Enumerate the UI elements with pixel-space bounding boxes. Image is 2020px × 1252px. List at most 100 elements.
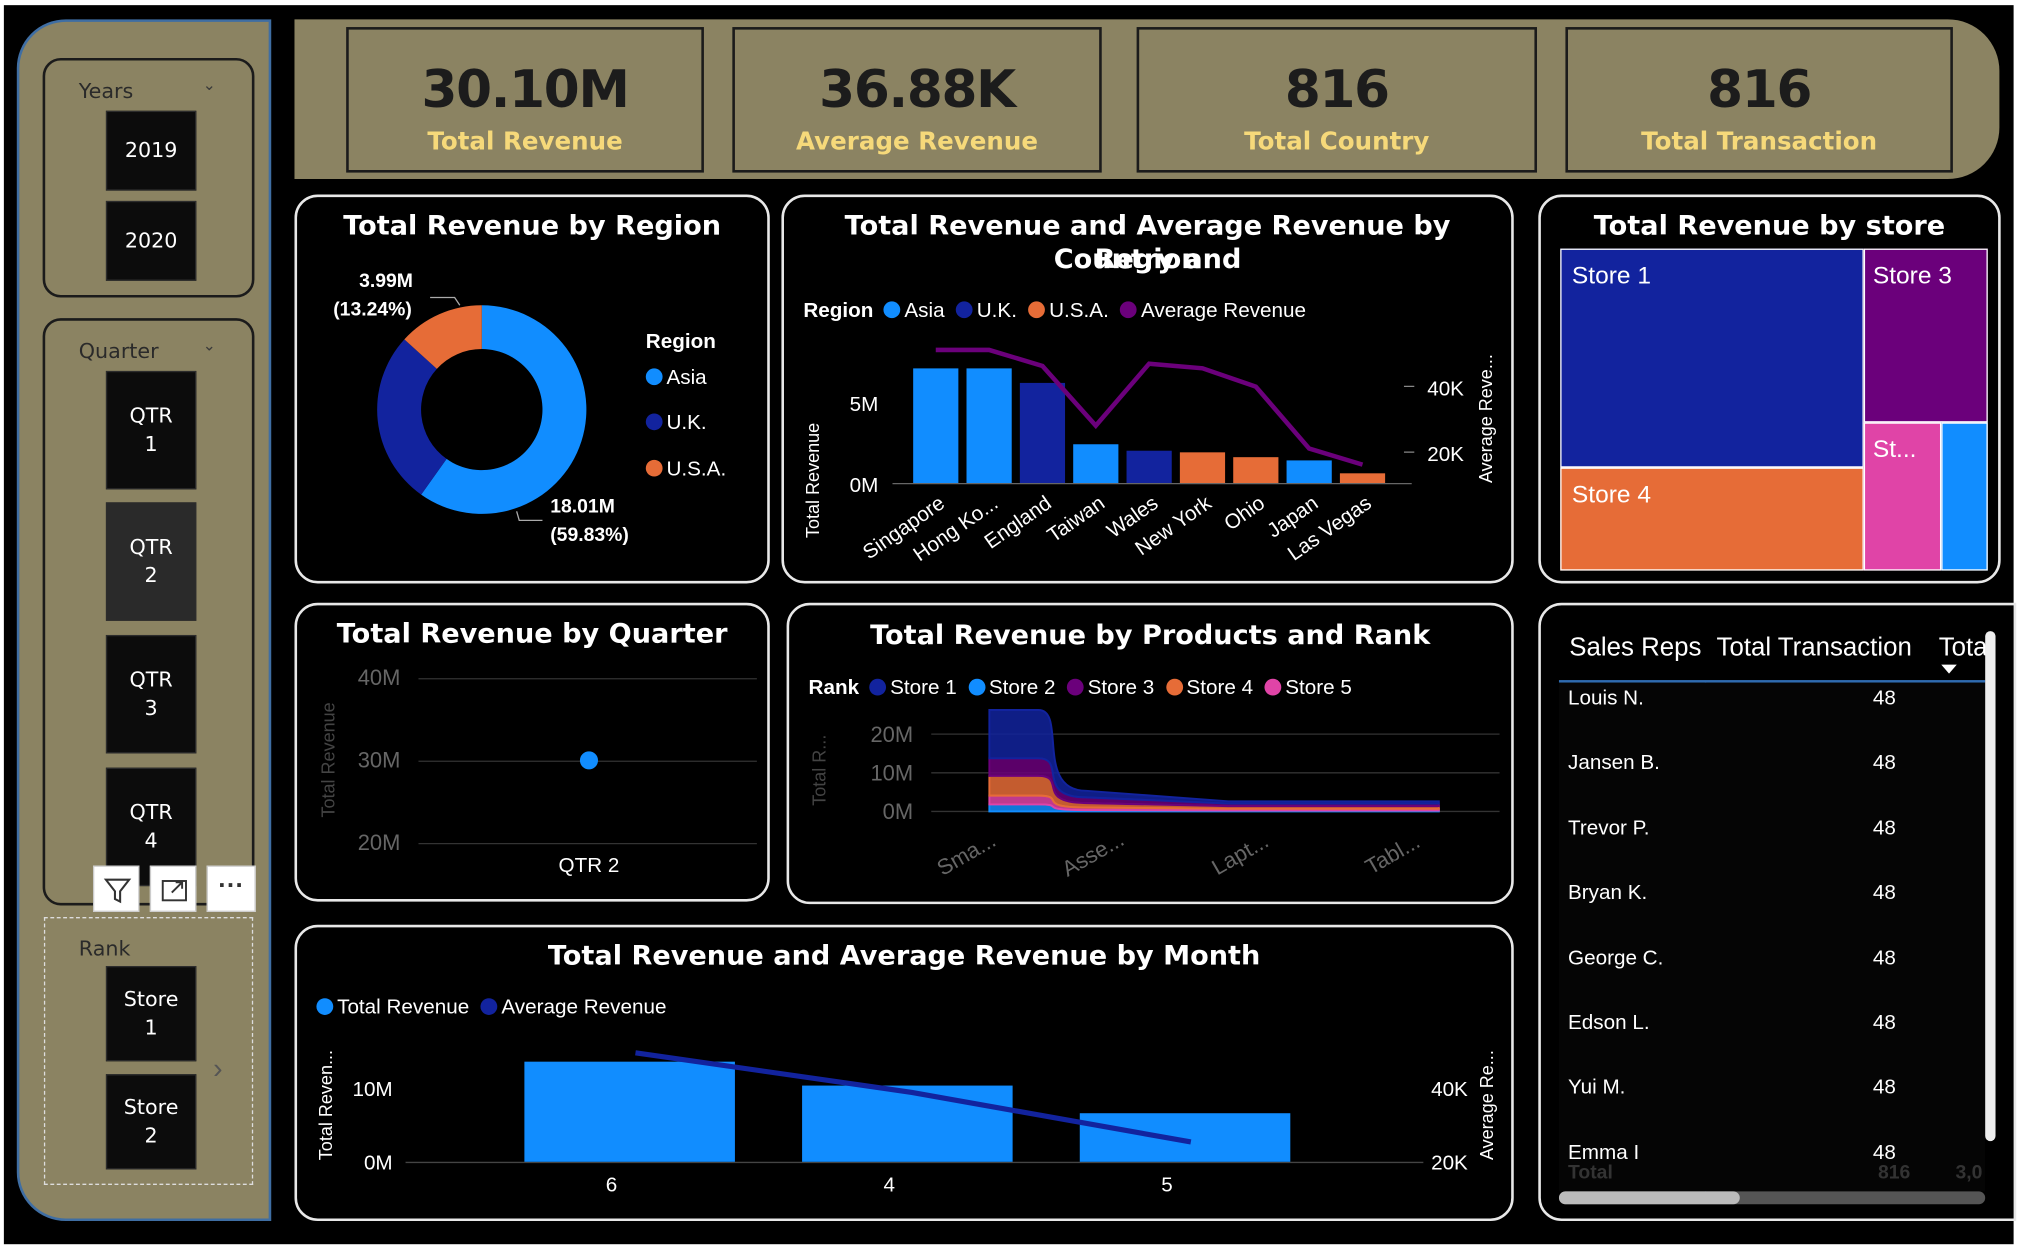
transaction-count: 48 [1872,1012,1896,1035]
y-tick-right: 20K [1431,1152,1468,1175]
total-value2: 3,0 [1955,1161,1983,1184]
table-row[interactable]: Edson L. 48 [1568,1012,1968,1040]
y-tick-left: 10M [352,1078,392,1101]
chart-title-line1: Total Revenue and Average Revenue by Cou… [844,209,1451,275]
column-header-total-transaction[interactable]: Total Transaction [1716,633,1912,663]
slicer-tile-store1[interactable]: Store 1 [105,966,197,1062]
y-axis-label-right: Average Reve... [1476,354,1496,483]
x-tick-label: Lapt... [1207,828,1272,880]
treemap-label: Store 4 [1571,481,1652,509]
country-combo-card[interactable]: Total Revenue and Average Revenue by Cou… [781,194,1514,584]
donut-chart [377,296,587,521]
donut-slice-usa [404,305,482,369]
country-combo-chart: Total Revenue Average Reve... 5M 0M 40K … [803,347,1496,566]
treemap-label: Store 3 [1872,262,1952,290]
filter-icon[interactable] [92,865,140,912]
bar-japan [1286,460,1332,483]
slicer-tile-qtr3[interactable]: QTR 3 [105,634,197,754]
y-axis-label-left: Total Reven... [316,1050,336,1160]
kpi-label: Total Revenue [427,127,623,156]
bar-lasvegas [1339,473,1386,483]
average-revenue-line [635,1050,1192,1145]
slicer-tile-store2[interactable]: Store 2 [105,1074,197,1170]
chart-title-line2: Region [1094,243,1201,275]
rank-slicer[interactable]: Rank › [43,917,254,1185]
y-axis-label-left: Total Revenue [803,423,823,538]
chart-title: Total Revenue and Average Revenue by Mon… [547,940,1261,972]
slicer-tile-2020[interactable]: 2020 [105,200,197,281]
table-row[interactable]: Yui M. 48 [1568,1077,1968,1105]
transaction-count: 48 [1872,882,1896,905]
store-treemap-card[interactable]: Total Revenue by store Store 1 Store 3 S… [1538,194,2001,584]
slicer-tile-qtr2[interactable]: QTR 2 [105,502,197,621]
rep-name: George C. [1568,947,1664,970]
donut-slice-asia [421,305,587,514]
kpi-band [294,19,2000,180]
focus-mode-icon[interactable] [149,865,197,912]
column-header-total[interactable]: Tota [1938,633,1988,663]
vertical-scrollbar[interactable] [1985,631,1996,1142]
kpi-label: Average Revenue [796,127,1039,156]
bar-newyork [1179,452,1226,483]
y-tick: 20M [870,722,913,747]
table-row[interactable]: Jansen B. 48 [1568,753,1968,781]
treemap-tile-store1[interactable]: Store 1 [1560,248,1864,468]
area-store-1 [988,709,1440,805]
chevron-down-icon[interactable]: ⌄ [202,336,216,355]
month-combo-card[interactable]: Total Revenue and Average Revenue by Mon… [294,924,1514,1222]
treemap-tile-store4[interactable]: Store 4 [1560,467,1864,571]
table-row[interactable]: Louis N. 48 [1568,688,1968,716]
slicer-tile-2019[interactable]: 2019 [105,110,197,191]
data-label-asia: 18.01M [550,495,615,518]
region-donut-card[interactable]: Total Revenue by Region Region Asia U.K.… [294,194,770,584]
treemap-tile-store2[interactable] [1941,422,1988,571]
slicer-tile-qtr1[interactable]: QTR 1 [105,370,197,490]
x-tick-label: Taiwan [1043,491,1109,547]
treemap-tile-store3[interactable]: Store 3 [1863,248,1988,423]
years-slicer-title: Years [78,78,134,104]
column-header-sales-reps[interactable]: Sales Reps [1569,633,1702,663]
x-tick-label: 6 [606,1173,618,1196]
bar-month-6 [524,1061,735,1162]
y-tick-right: 40K [1431,1078,1468,1101]
x-tick-label: Asse... [1058,826,1129,881]
x-tick: QTR 2 [559,854,620,877]
kpi-label: Total Country [1244,127,1430,156]
kpi-total-revenue: 30.10M Total Revenue [346,27,704,173]
kpi-total-country: 816 Total Country [1136,27,1538,173]
table-body [1558,682,1986,1192]
horizontal-scrollbar[interactable] [1558,1191,1986,1205]
legend: Region Asia U.K. U.S.A. Average Revenue [803,300,1307,322]
legend-item-uk: U.K. [645,412,707,435]
header-divider [1558,680,1986,683]
more-options-icon[interactable]: ··· [206,865,256,912]
bar-singapore [913,368,959,483]
rep-name: Yui M. [1568,1077,1626,1100]
bar-england [1019,382,1066,483]
transaction-count: 48 [1872,817,1896,840]
bar-hongko [966,368,1012,483]
sort-descending-icon[interactable] [1941,664,1957,674]
years-slicer[interactable]: Years ⌄ [42,57,255,298]
kpi-value: 816 [1707,60,1812,120]
table-row[interactable]: George C. 48 [1568,947,1968,975]
products-rank-card[interactable]: Total Revenue by Products and Rank Rank S… [786,602,1514,905]
kpi-value: 36.88K [819,60,1016,120]
chevron-down-icon[interactable]: ⌄ [202,75,216,95]
treemap-tile-store5[interactable]: St... [1863,422,1942,571]
bar-taiwan [1073,444,1119,483]
quarter-chart-card[interactable]: Total Revenue by Quarter Total Revenue 4… [294,602,770,902]
sales-reps-table-card[interactable]: Sales Reps Total Transaction Tota [1538,602,2017,1222]
chevron-right-icon[interactable]: › [213,1052,223,1085]
rep-name: Jansen B. [1568,752,1660,775]
leader-line [430,296,461,306]
data-label-usa: 3.99M [359,270,413,293]
kpi-label: Total Transaction [1641,127,1878,156]
table-row[interactable]: Bryan K. 48 [1568,883,1968,911]
transaction-count: 48 [1872,752,1896,775]
quarter-slicer[interactable]: Quarter ⌄ [42,318,255,906]
table-row[interactable]: Trevor P. 48 [1568,818,1968,846]
data-label-usa-pct: (13.24%) [333,298,412,321]
kpi-value: 30.10M [421,60,629,120]
table-row[interactable]: Emma I 48 [1568,1142,1968,1163]
